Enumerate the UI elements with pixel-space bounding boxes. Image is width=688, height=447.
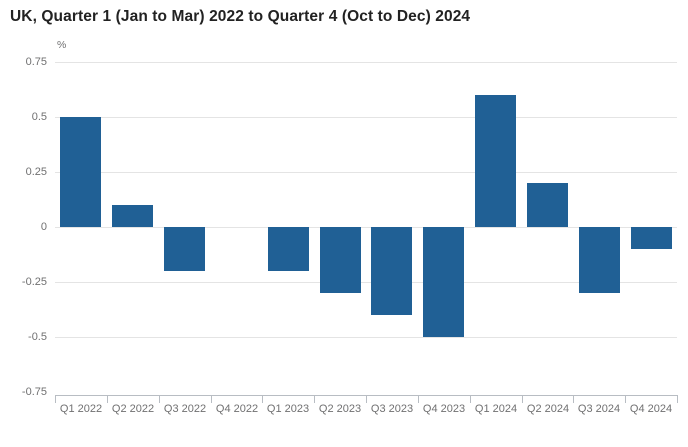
- x-tick-label: Q3 2023: [370, 403, 414, 415]
- bar-q2-2023: [320, 227, 361, 293]
- x-axis-tick: [522, 395, 523, 403]
- y-axis-unit-label: %: [57, 39, 67, 51]
- zero-gridline: [55, 227, 677, 228]
- x-axis-tick: [573, 395, 574, 403]
- x-tick-label: Q1 2022: [59, 403, 103, 415]
- x-axis-tick: [625, 395, 626, 403]
- x-tick-label: Q3 2022: [163, 403, 207, 415]
- bar-q3-2022: [164, 227, 205, 271]
- bar-q1-2023: [268, 227, 309, 271]
- bar-q2-2022: [112, 205, 153, 227]
- bar-q1-2024: [475, 95, 516, 227]
- x-tick-label: Q4 2022: [215, 403, 259, 415]
- x-axis-tick: [159, 395, 160, 403]
- x-tick-label: Q1 2023: [266, 403, 310, 415]
- x-axis-tick: [262, 395, 263, 403]
- y-tick-label: 0: [40, 221, 47, 233]
- bar-q3-2023: [371, 227, 412, 315]
- bar-q4-2024: [631, 227, 672, 249]
- chart-title: UK, Quarter 1 (Jan to Mar) 2022 to Quart…: [10, 8, 471, 25]
- y-tick-label: 0.25: [25, 166, 47, 178]
- x-tick-label: Q3 2024: [577, 403, 621, 415]
- x-axis-tick: [366, 395, 367, 403]
- gridline: [55, 62, 677, 63]
- x-tick-label: Q1 2024: [474, 403, 518, 415]
- x-axis-tick: [107, 395, 108, 403]
- x-axis-tick: [211, 395, 212, 403]
- y-tick-label: -0.25: [21, 276, 47, 288]
- bar-q3-2024: [579, 227, 620, 293]
- bar-q2-2024: [527, 183, 568, 227]
- y-tick-label: 0.75: [25, 56, 47, 68]
- gridline: [55, 337, 677, 338]
- x-tick-label: Q2 2023: [318, 403, 362, 415]
- x-tick-label: Q2 2024: [526, 403, 570, 415]
- y-tick-label: 0.5: [31, 111, 47, 123]
- gridline: [55, 172, 677, 173]
- x-axis-tick: [470, 395, 471, 403]
- bar-q4-2023: [423, 227, 464, 337]
- x-axis-tick: [55, 395, 56, 403]
- x-tick-label: Q4 2024: [629, 403, 673, 415]
- y-tick-label: -0.75: [21, 386, 47, 398]
- x-axis-tick: [677, 395, 678, 403]
- gridline: [55, 117, 677, 118]
- y-tick-label: -0.5: [28, 331, 47, 343]
- gridline: [55, 282, 677, 283]
- x-tick-label: Q4 2023: [422, 403, 466, 415]
- x-axis-tick: [314, 395, 315, 403]
- bar-q1-2022: [60, 117, 101, 227]
- x-tick-label: Q2 2022: [111, 403, 155, 415]
- x-axis-tick: [418, 395, 419, 403]
